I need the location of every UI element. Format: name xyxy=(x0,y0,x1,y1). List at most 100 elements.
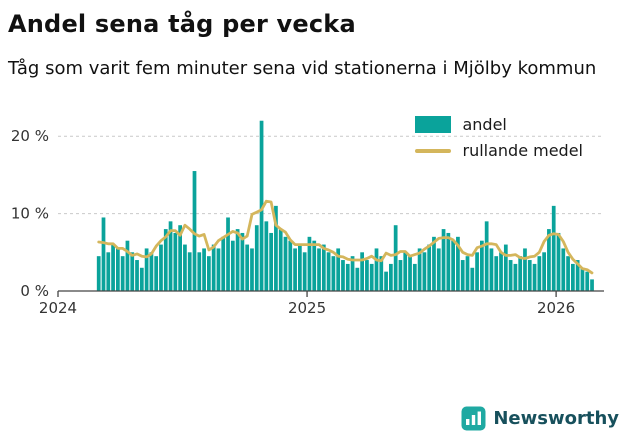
bar xyxy=(355,267,360,292)
bar xyxy=(350,256,355,292)
bar xyxy=(571,264,575,292)
y-tick-label: 20 % xyxy=(11,127,49,145)
bar xyxy=(417,248,422,292)
bar xyxy=(317,248,321,292)
bar xyxy=(278,229,283,292)
bar xyxy=(475,252,479,292)
bar xyxy=(408,256,412,292)
newsworthy-brand-text: Newsworthy xyxy=(493,408,619,429)
bar xyxy=(585,271,590,292)
bar xyxy=(226,217,230,292)
bar xyxy=(427,244,432,292)
bar xyxy=(116,248,120,292)
bar xyxy=(345,264,350,292)
bar xyxy=(240,233,245,292)
bar xyxy=(556,233,561,292)
x-tick-label: 2025 xyxy=(288,299,326,317)
bar xyxy=(192,171,197,292)
bar xyxy=(580,267,585,292)
bar xyxy=(412,264,417,292)
bar xyxy=(120,256,125,292)
bar xyxy=(230,240,235,292)
bar xyxy=(566,256,570,292)
bar xyxy=(489,248,494,292)
legend-label-rullande-medel: rullande medel xyxy=(462,141,583,161)
bar xyxy=(398,260,403,292)
bar xyxy=(523,248,527,292)
bar xyxy=(159,244,163,292)
bar xyxy=(499,252,503,292)
y-tick-label: 0 % xyxy=(20,282,49,300)
bar xyxy=(494,256,499,292)
bar xyxy=(470,267,475,292)
bar xyxy=(547,229,551,292)
bar xyxy=(187,252,192,292)
bar xyxy=(207,256,211,292)
chart-legend: andel rullande medel xyxy=(415,115,583,160)
bar xyxy=(178,225,182,292)
bar xyxy=(293,248,297,292)
bar xyxy=(480,240,484,292)
bar xyxy=(542,252,546,292)
bar xyxy=(393,225,398,292)
bar xyxy=(336,248,341,292)
bar xyxy=(139,267,144,292)
bar xyxy=(173,233,178,292)
bar xyxy=(590,279,594,292)
bar xyxy=(374,248,379,292)
bar xyxy=(369,264,374,292)
x-tick-label: 2026 xyxy=(537,299,575,317)
bar xyxy=(259,120,264,292)
bar xyxy=(221,237,226,292)
bar xyxy=(288,240,293,292)
bar xyxy=(537,256,542,292)
bar xyxy=(389,264,393,292)
bar xyxy=(551,206,556,292)
bar xyxy=(527,260,532,292)
bar xyxy=(216,248,221,292)
bar xyxy=(379,256,384,292)
chart-svg: 0 % 10 % 20 % 2024 2025 2026 xyxy=(11,120,604,317)
bar xyxy=(312,240,317,292)
bar xyxy=(561,248,566,292)
bar xyxy=(101,217,106,292)
legend-label-andel: andel xyxy=(462,115,507,135)
bar xyxy=(384,271,388,292)
page-title: Andel sena tåg per vecka xyxy=(8,10,356,38)
bar xyxy=(460,260,465,292)
newsworthy-logo[interactable]: Newsworthy xyxy=(461,406,619,431)
bar xyxy=(106,252,111,292)
bar xyxy=(441,229,446,292)
bar xyxy=(575,260,580,292)
bar xyxy=(326,252,331,292)
bar xyxy=(245,244,250,292)
rolling-mean-line xyxy=(97,199,594,275)
page-subtitle: Tåg som varit fem minuter sena vid stati… xyxy=(8,58,597,79)
bar xyxy=(125,240,130,292)
bar xyxy=(235,229,240,292)
bar xyxy=(274,206,278,292)
bar xyxy=(163,229,168,292)
bar xyxy=(183,244,187,292)
y-tick-label: 10 % xyxy=(11,205,49,223)
bar xyxy=(202,248,206,292)
bar xyxy=(422,252,427,292)
chart: 0 % 10 % 20 % 2024 2025 2026 andel rullande m… xyxy=(8,103,623,321)
bar xyxy=(465,256,470,292)
bar xyxy=(360,252,364,292)
bar xyxy=(211,244,216,292)
bar xyxy=(111,244,115,292)
bar xyxy=(283,237,288,292)
bar xyxy=(446,233,451,292)
bar xyxy=(341,260,345,292)
newsworthy-icon xyxy=(461,406,486,431)
bar xyxy=(518,256,523,292)
bar xyxy=(456,237,460,292)
bar xyxy=(135,260,139,292)
bar xyxy=(436,248,441,292)
x-tick-label: 2024 xyxy=(39,299,77,317)
bar xyxy=(508,260,513,292)
bar xyxy=(197,252,202,292)
bar xyxy=(432,237,436,292)
